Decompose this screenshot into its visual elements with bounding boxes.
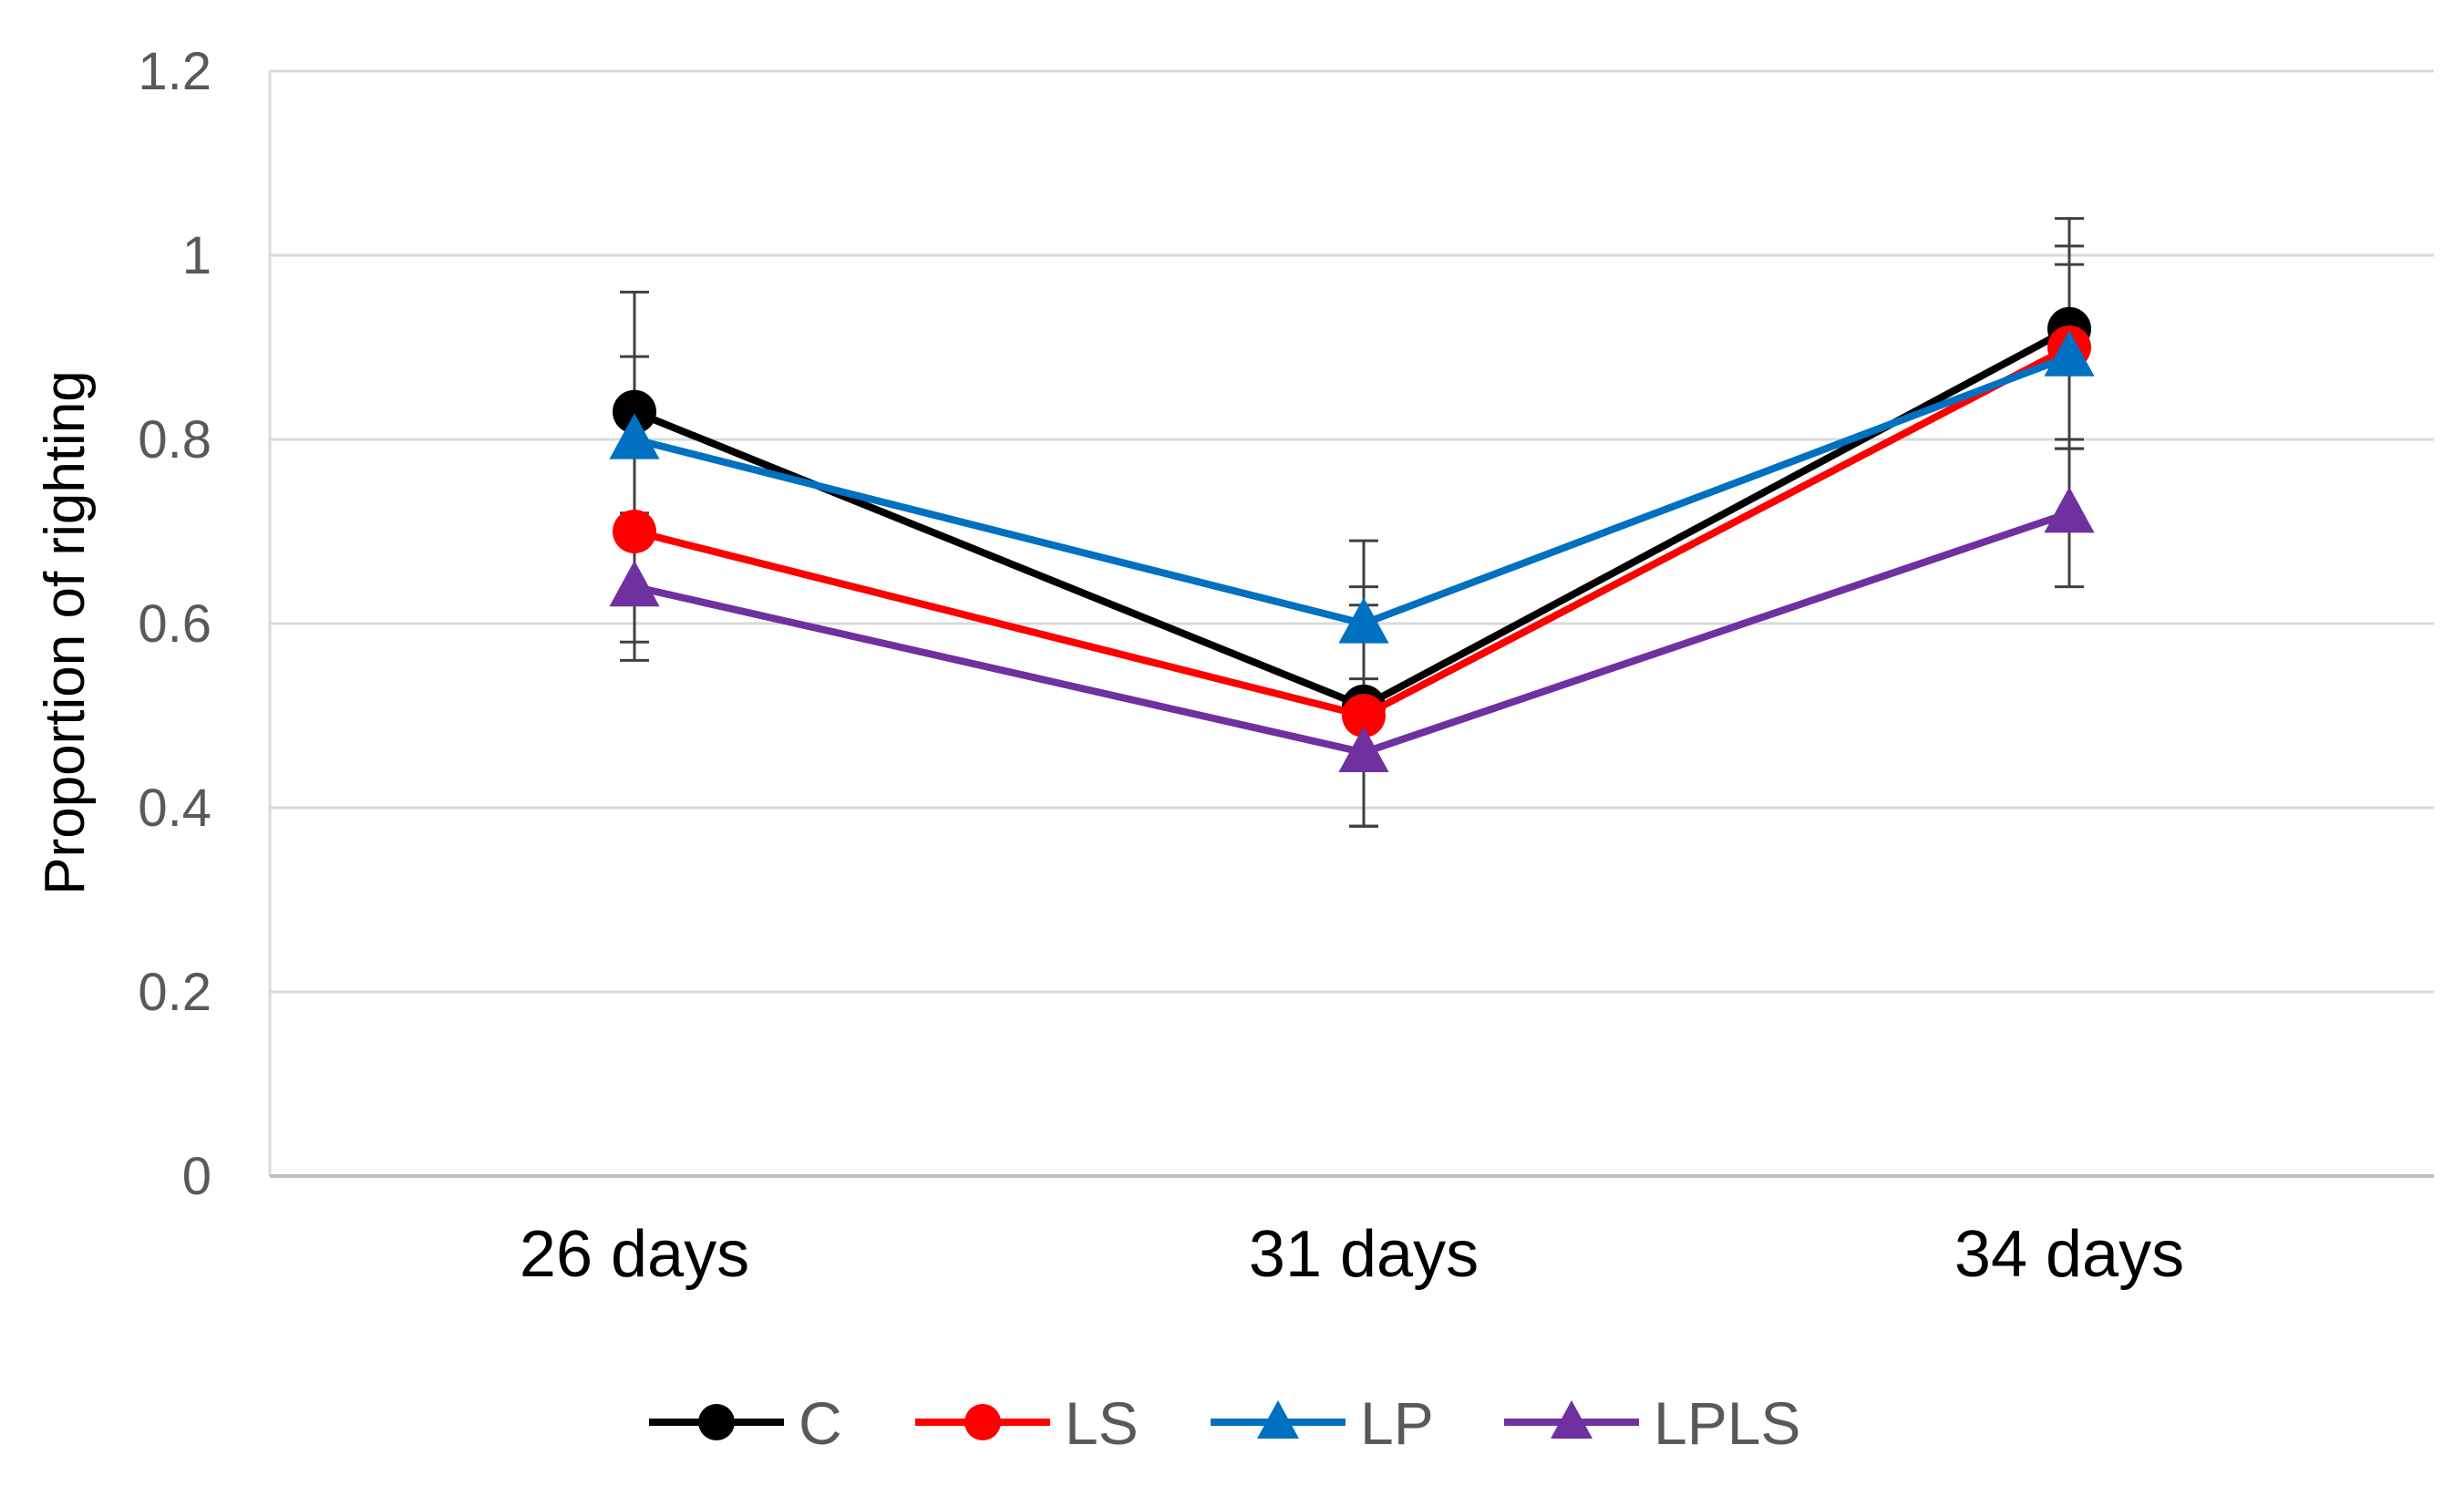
gridlines xyxy=(270,69,2434,994)
legend-marker xyxy=(698,1404,735,1440)
y-tick-label: 0.2 xyxy=(138,963,211,1022)
data-point xyxy=(1338,726,1389,772)
data-point xyxy=(1342,694,1386,738)
series-lpls xyxy=(609,487,2095,772)
data-point xyxy=(2044,487,2095,533)
legend-item-ls: LS xyxy=(915,1389,1139,1457)
series-line xyxy=(634,344,2071,719)
error-bars-c xyxy=(620,217,2084,828)
x-tick-label: 31 days xyxy=(1249,1218,1479,1291)
legend-label: LPLS xyxy=(1654,1389,1800,1457)
axes: 0 0.2 0.4 0.6 0.8 1 1.2 26 days 31 days 34 days xyxy=(138,42,2434,1291)
data-point xyxy=(2044,330,2095,377)
legend-marker xyxy=(1257,1400,1299,1439)
error-bars-ls xyxy=(620,244,2084,828)
y-tick-label: 0 xyxy=(182,1147,211,1206)
y-tick-label: 0.6 xyxy=(138,594,211,654)
data-point xyxy=(609,560,660,607)
legend-item-lp: LP xyxy=(1211,1389,1434,1457)
y-tick-label: 1 xyxy=(182,226,211,285)
data-point xyxy=(609,413,660,459)
series-layer xyxy=(609,217,2095,828)
y-tick-label: 0.4 xyxy=(138,779,211,838)
series-c xyxy=(613,306,2091,728)
legend-marker xyxy=(964,1404,1001,1440)
legend: C LS LP LPLS xyxy=(649,1389,1800,1457)
x-tick-label: 26 days xyxy=(520,1218,749,1291)
y-tick-label: 0.8 xyxy=(138,410,211,470)
series-lp xyxy=(609,330,2095,644)
data-point xyxy=(613,389,656,434)
legend-label: LS xyxy=(1065,1389,1139,1457)
legend-item-lpls: LPLS xyxy=(1504,1389,1800,1457)
y-axis-label: Proportion of righting xyxy=(34,370,97,895)
legend-label: LP xyxy=(1360,1389,1434,1457)
x-tick-label: 34 days xyxy=(1954,1218,2184,1291)
data-point xyxy=(613,510,656,553)
series-line xyxy=(633,325,2071,710)
series-ls xyxy=(613,325,2091,738)
legend-item-c: C xyxy=(649,1389,842,1457)
legend-label: C xyxy=(799,1389,842,1457)
legend-marker xyxy=(1551,1400,1593,1439)
data-point xyxy=(1338,597,1389,644)
y-tick-label: 1.2 xyxy=(138,42,211,101)
